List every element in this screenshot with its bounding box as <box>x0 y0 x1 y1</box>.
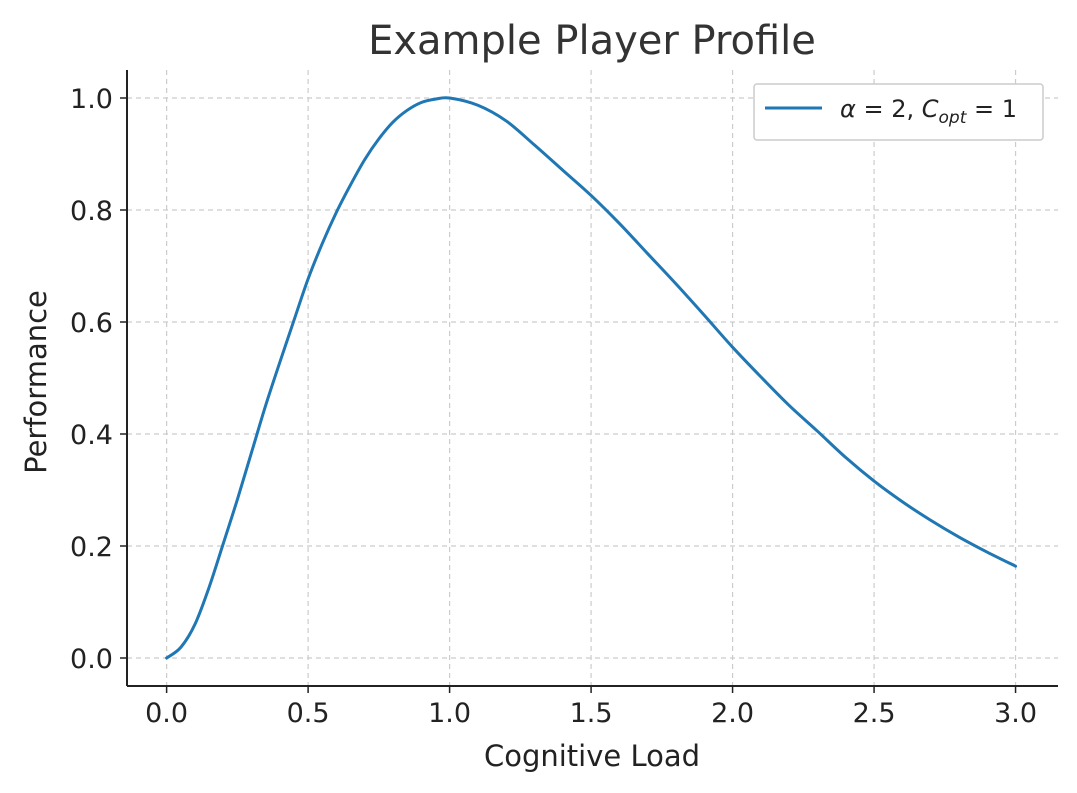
series-line <box>165 96 1018 660</box>
y-tick-label: 0.8 <box>70 196 113 227</box>
x-tick-label: 3.0 <box>994 698 1037 729</box>
axes <box>126 70 1058 687</box>
legend-label: α = 2, Copt = 1 <box>840 95 1017 128</box>
x-tick-label: 0.0 <box>145 698 188 729</box>
y-tick-label: 0.4 <box>70 420 113 451</box>
x-axis-label: Cognitive Load <box>484 739 700 773</box>
series-group <box>165 96 1018 660</box>
x-tick-label: 2.0 <box>711 698 754 729</box>
y-tick-label: 0.2 <box>70 532 113 563</box>
y-tick-label: 0.6 <box>70 308 113 339</box>
x-tick-label: 0.5 <box>287 698 330 729</box>
y-tick-label: 0.0 <box>70 644 113 675</box>
chart-title: Example Player Profile <box>368 18 816 64</box>
x-tick-label: 2.5 <box>853 698 896 729</box>
legend-box <box>753 83 1044 141</box>
legend: α = 2, Copt = 1 <box>753 83 1044 141</box>
y-tick-label: 1.0 <box>70 84 113 115</box>
y-axis-label: Performance <box>19 290 53 474</box>
x-tick-label: 1.0 <box>428 698 471 729</box>
grid-lines <box>127 70 1058 686</box>
x-tick-label: 1.5 <box>570 698 613 729</box>
tick-marks: 0.0 0.5 1.0 1.5 2.0 2.5 3.0 0.0 0.2 0.4 0.6 0.8 1.0 <box>70 84 1037 729</box>
